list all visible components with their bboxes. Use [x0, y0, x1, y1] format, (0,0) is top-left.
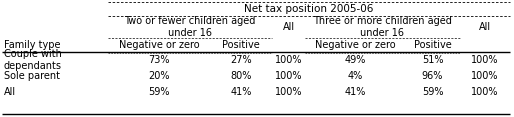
Text: 96%: 96%: [422, 71, 443, 81]
Text: 100%: 100%: [275, 55, 302, 65]
Text: 100%: 100%: [275, 87, 302, 97]
Text: 41%: 41%: [344, 87, 365, 97]
Text: 73%: 73%: [148, 55, 170, 65]
Text: 100%: 100%: [471, 55, 499, 65]
Text: Three or more children aged
under 16: Three or more children aged under 16: [313, 16, 452, 38]
Text: Family type: Family type: [4, 40, 61, 50]
Text: 27%: 27%: [230, 55, 252, 65]
Text: Positive: Positive: [414, 40, 451, 50]
Text: 49%: 49%: [344, 55, 365, 65]
Text: All: All: [479, 22, 491, 32]
Text: 41%: 41%: [230, 87, 252, 97]
Text: 59%: 59%: [422, 87, 443, 97]
Text: Negative or zero: Negative or zero: [119, 40, 199, 50]
Text: 100%: 100%: [471, 71, 499, 81]
Text: Two or fewer children aged
under 16: Two or fewer children aged under 16: [124, 16, 255, 38]
Text: 100%: 100%: [275, 71, 302, 81]
Text: All: All: [282, 22, 295, 32]
Text: Positive: Positive: [222, 40, 260, 50]
Text: All: All: [4, 87, 16, 97]
Text: 20%: 20%: [148, 71, 170, 81]
Text: Sole parent: Sole parent: [4, 71, 60, 81]
Text: 100%: 100%: [471, 87, 499, 97]
Text: Negative or zero: Negative or zero: [315, 40, 395, 50]
Text: 80%: 80%: [230, 71, 252, 81]
Text: Couple with
dependants: Couple with dependants: [4, 49, 62, 71]
Text: 59%: 59%: [148, 87, 170, 97]
Text: 4%: 4%: [347, 71, 362, 81]
Text: 51%: 51%: [422, 55, 443, 65]
Text: Net tax position 2005-06: Net tax position 2005-06: [244, 4, 374, 14]
